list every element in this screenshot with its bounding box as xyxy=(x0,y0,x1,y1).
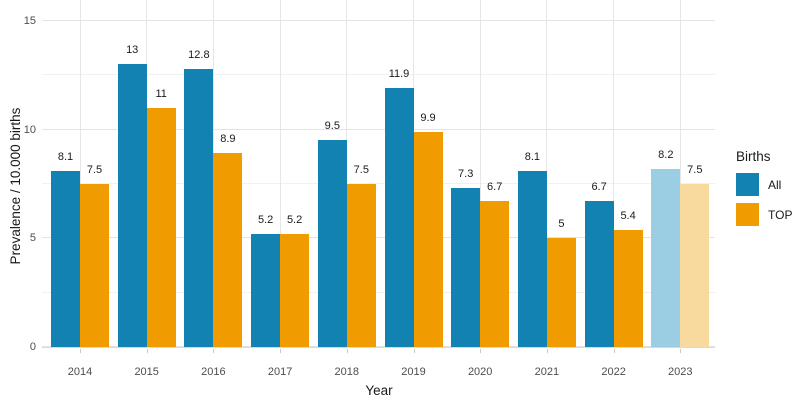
x-axis-tick xyxy=(213,349,215,353)
bar-value-label: 13 xyxy=(126,44,139,57)
gridline-vertical xyxy=(79,0,81,347)
bar-all-2020 xyxy=(451,188,481,347)
bar-all-2016 xyxy=(184,68,214,347)
x-axis-title: Year xyxy=(365,383,393,398)
bar-top-2019 xyxy=(413,131,443,347)
y-tick-label-15: 15 xyxy=(23,14,36,27)
bar-top-2014 xyxy=(80,183,109,347)
bar-value-label: 7.5 xyxy=(86,163,103,176)
legend-item-top: TOP xyxy=(736,203,792,226)
bar-all-2019 xyxy=(384,88,414,347)
bar-value-label: 12.8 xyxy=(188,48,210,61)
x-tick-label-2015: 2015 xyxy=(134,366,159,378)
x-axis-tick xyxy=(680,349,682,353)
gridline-vertical xyxy=(613,0,615,347)
bar-value-label: 11.9 xyxy=(388,68,410,81)
legend-label: All xyxy=(768,177,782,192)
plot-panel: 8.1 7.5 13 11 12.8 8.9 5.2 5.2 9.5 7.5 11.9 9.9 7.3 6… xyxy=(42,0,715,348)
bar-top-2015 xyxy=(146,107,176,347)
legend-label: TOP xyxy=(768,207,793,222)
bar-value-label: 8.1 xyxy=(524,150,541,163)
gridline-minor xyxy=(42,182,715,184)
gridline-major xyxy=(42,346,715,347)
bar-top-2021 xyxy=(546,238,576,347)
x-tick-label-2020: 2020 xyxy=(467,366,493,378)
bar-value-label: 7.5 xyxy=(353,163,369,176)
gridline-minor xyxy=(42,291,715,293)
legend-swatch-top xyxy=(736,203,759,226)
bar-top-2020 xyxy=(480,201,510,347)
bar-value-label: 8.9 xyxy=(220,133,236,146)
bar-all-2018 xyxy=(317,140,347,347)
bar-top-2023 xyxy=(680,183,710,347)
bar-value-label: 5.2 xyxy=(286,213,303,226)
bar-value-label: 8.1 xyxy=(57,150,74,163)
gridline-minor xyxy=(42,74,715,76)
bar-value-label: 5.4 xyxy=(620,209,636,222)
x-tick-label-2019: 2019 xyxy=(401,366,426,378)
legend-title: Births xyxy=(736,149,771,164)
x-axis-tick xyxy=(280,349,282,353)
legend-swatch-all xyxy=(736,173,759,196)
bar-value-label: 8.2 xyxy=(658,148,674,161)
x-tick-label-2022: 2022 xyxy=(601,366,626,378)
x-tick-label-2016: 2016 xyxy=(201,366,226,378)
bar-value-label: 9.9 xyxy=(420,111,436,124)
bar-value-label: 6.7 xyxy=(591,181,607,194)
bar-all-2014 xyxy=(51,170,80,347)
y-tick-label-10: 10 xyxy=(23,123,36,136)
bar-value-label: 9.5 xyxy=(324,120,340,133)
y-axis-title: Prevalence / 10.000 births xyxy=(8,107,23,265)
gridline-major xyxy=(42,237,715,239)
x-axis-tick xyxy=(546,349,548,353)
x-axis-tick xyxy=(413,349,415,353)
gridline-major xyxy=(42,128,715,130)
x-axis-tick xyxy=(80,349,81,353)
gridline-vertical xyxy=(546,0,548,347)
bar-all-2017 xyxy=(251,233,281,347)
x-axis-tick xyxy=(613,349,615,353)
bar-value-label: 11 xyxy=(155,87,167,100)
bar-top-2017 xyxy=(280,233,310,347)
bar-value-label: 7.5 xyxy=(687,163,703,176)
bar-all-2023 xyxy=(651,168,681,347)
gridline-vertical xyxy=(279,0,281,347)
bar-value-label: 7.3 xyxy=(458,168,474,181)
x-axis-tick xyxy=(346,349,348,353)
bar-value-label: 5 xyxy=(558,218,565,231)
x-tick-label-2017: 2017 xyxy=(267,366,293,378)
x-axis-tick xyxy=(146,349,148,353)
bar-all-2021 xyxy=(517,170,547,347)
gridline-vertical xyxy=(679,0,681,347)
x-tick-label-2021: 2021 xyxy=(534,366,560,378)
y-tick-label-5: 5 xyxy=(29,232,36,245)
legend: Births All TOP xyxy=(736,149,792,233)
gridline-vertical xyxy=(479,0,481,347)
bar-top-2018 xyxy=(346,183,376,347)
x-tick-label-2023: 2023 xyxy=(668,366,693,378)
bar-value-label: 6.7 xyxy=(487,181,503,194)
x-tick-label-2018: 2018 xyxy=(334,366,360,378)
bar-value-label: 5.2 xyxy=(257,213,274,226)
x-tick-label-2014: 2014 xyxy=(67,366,93,378)
x-axis-tick xyxy=(480,349,482,353)
bar-top-2022 xyxy=(613,229,643,347)
gridline-vertical xyxy=(346,0,348,347)
gridline-major xyxy=(42,19,715,21)
bar-all-2015 xyxy=(117,64,147,347)
bar-all-2022 xyxy=(584,201,614,347)
legend-item-all: All xyxy=(736,173,792,196)
bar-top-2016 xyxy=(213,153,243,347)
legend-items: All TOP xyxy=(736,173,792,226)
y-tick-label-0: 0 xyxy=(29,341,36,353)
